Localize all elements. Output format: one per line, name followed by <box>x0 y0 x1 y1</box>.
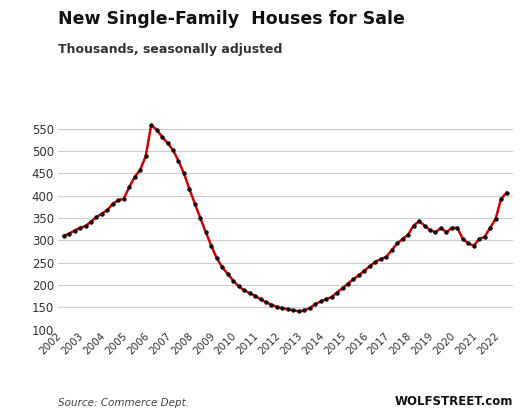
Text: Thousands, seasonally adjusted: Thousands, seasonally adjusted <box>58 43 282 56</box>
Text: Source: Commerce Dept.: Source: Commerce Dept. <box>58 398 189 408</box>
Text: New Single-Family  Houses for Sale: New Single-Family Houses for Sale <box>58 10 405 28</box>
Text: WOLFSTREET.com: WOLFSTREET.com <box>395 395 513 408</box>
